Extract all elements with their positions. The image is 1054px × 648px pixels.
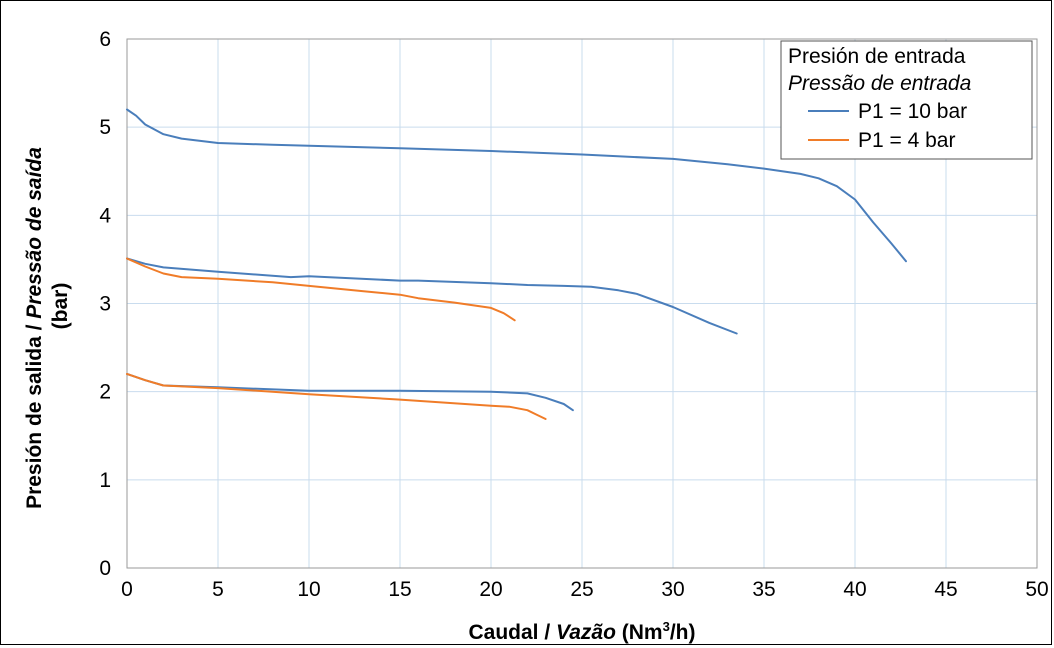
x-axis-title: Caudal / Vazão (Nm3/h) (468, 619, 695, 644)
legend: Presión de entrada Pressão de entrada P1… (780, 40, 1033, 160)
y-tick-label: 3 (99, 293, 111, 316)
plot-area (126, 38, 1038, 569)
series-line (126, 257, 516, 322)
x-tick-label: 45 (934, 578, 957, 601)
legend-subtitle: Pressão de entrada (788, 72, 971, 95)
y-tick-label: 1 (99, 469, 111, 492)
y-tick-labels: 0 1 2 3 4 5 6 (99, 28, 111, 580)
series-line (126, 373, 547, 420)
y-tick-label: 5 (99, 116, 111, 139)
y-tick-label: 2 (99, 381, 111, 404)
series-line (126, 108, 907, 263)
y-tick-label: 0 (99, 557, 111, 580)
y-axis-title-unit: (bar) (49, 283, 72, 330)
legend-title: Presión de entrada (788, 45, 966, 68)
x-tick-label: 35 (752, 578, 775, 601)
x-tick-label: 10 (297, 578, 320, 601)
x-tick-label: 5 (212, 578, 224, 601)
legend-label-4-bar: P1 = 4 bar (858, 129, 955, 152)
y-axis-title: Presión de salida / Pressão de saída (23, 147, 46, 509)
x-tick-label: 40 (843, 578, 866, 601)
legend-label-10-bar: P1 = 10 bar (858, 100, 967, 123)
y-tick-label: 4 (99, 204, 111, 227)
x-tick-labels: 0 5 10 15 20 25 30 35 40 45 50 (121, 578, 1049, 601)
series-layer (126, 108, 907, 420)
x-tick-label: 30 (661, 578, 684, 601)
series-line (126, 257, 738, 335)
series-p1-4-bar (126, 257, 547, 420)
x-tick-label: 20 (479, 578, 502, 601)
x-tick-label: 25 (570, 578, 593, 601)
x-tick-label: 0 (121, 578, 133, 601)
x-tick-label: 15 (388, 578, 411, 601)
y-tick-label: 6 (99, 28, 111, 51)
x-tick-label: 50 (1025, 578, 1048, 601)
